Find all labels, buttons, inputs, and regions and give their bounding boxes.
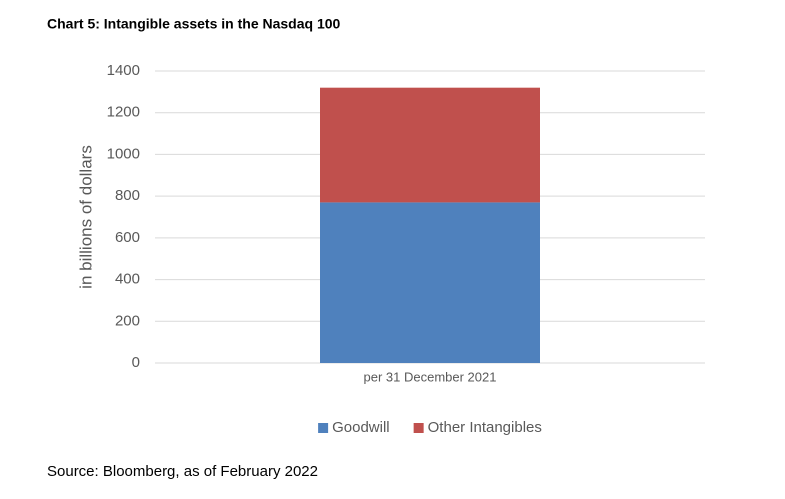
y-tick-label: 0 [132, 354, 140, 371]
y-tick-label: 200 [115, 312, 140, 329]
bar-segment [320, 202, 540, 363]
x-tick-label: per 31 December 2021 [364, 369, 497, 384]
legend-swatch [413, 423, 424, 433]
y-tick-label: 1200 [107, 104, 140, 121]
y-tick-label: 1400 [107, 62, 140, 79]
legend-label: Other Intangibles [428, 419, 542, 436]
legend-swatch [318, 423, 329, 433]
source: Source: Bloomberg, as of February 2022 [47, 463, 318, 480]
y-tick-label: 800 [115, 187, 140, 204]
y-tick-label: 600 [115, 229, 140, 246]
bar-segment [320, 87, 540, 203]
legend-label: Goodwill [332, 419, 390, 436]
y-tick-label: 400 [115, 271, 140, 288]
y-tick-label: 1000 [107, 145, 140, 162]
y-axis-title: in billions of dollars [76, 145, 95, 289]
chart-title: Chart 5: Intangible assets in the Nasdaq… [47, 16, 341, 32]
